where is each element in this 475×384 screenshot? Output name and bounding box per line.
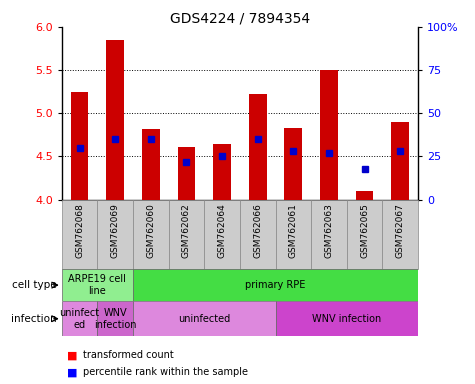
- Bar: [71, 92, 88, 200]
- Text: transformed count: transformed count: [83, 350, 174, 360]
- Bar: [276, 301, 418, 336]
- Bar: [142, 129, 160, 200]
- Text: ■: ■: [66, 367, 77, 377]
- Text: GSM762063: GSM762063: [324, 203, 333, 258]
- Bar: [97, 301, 133, 336]
- Bar: [320, 70, 338, 200]
- Text: ARPE19 cell
line: ARPE19 cell line: [68, 274, 126, 296]
- Bar: [204, 200, 240, 269]
- Text: GSM762067: GSM762067: [396, 203, 405, 258]
- Text: GSM762060: GSM762060: [146, 203, 155, 258]
- Bar: [276, 200, 311, 269]
- Text: cell type: cell type: [12, 280, 57, 290]
- Text: uninfected: uninfected: [178, 314, 230, 324]
- Bar: [391, 122, 409, 200]
- Text: GSM762061: GSM762061: [289, 203, 298, 258]
- Bar: [133, 200, 169, 269]
- Title: GDS4224 / 7894354: GDS4224 / 7894354: [170, 12, 310, 26]
- Bar: [285, 128, 302, 200]
- Text: uninfect
ed: uninfect ed: [59, 308, 100, 329]
- Text: GSM762068: GSM762068: [75, 203, 84, 258]
- Text: primary RPE: primary RPE: [245, 280, 306, 290]
- Bar: [347, 200, 382, 269]
- Bar: [382, 200, 418, 269]
- Text: GSM762062: GSM762062: [182, 203, 191, 258]
- Bar: [133, 269, 418, 301]
- Text: infection: infection: [11, 314, 57, 324]
- Text: WNV infection: WNV infection: [312, 314, 381, 324]
- Bar: [62, 269, 133, 301]
- Bar: [213, 144, 231, 200]
- Bar: [97, 200, 133, 269]
- Text: WNV
infection: WNV infection: [94, 308, 136, 329]
- Bar: [356, 191, 373, 200]
- Text: GSM762069: GSM762069: [111, 203, 120, 258]
- Bar: [133, 301, 276, 336]
- Text: GSM762064: GSM762064: [218, 203, 227, 258]
- Text: ■: ■: [66, 350, 77, 360]
- Bar: [249, 94, 266, 200]
- Bar: [311, 200, 347, 269]
- Text: GSM762065: GSM762065: [360, 203, 369, 258]
- Bar: [169, 200, 204, 269]
- Bar: [62, 200, 97, 269]
- Bar: [106, 40, 124, 200]
- Bar: [178, 147, 195, 200]
- Bar: [240, 200, 276, 269]
- Text: percentile rank within the sample: percentile rank within the sample: [83, 367, 248, 377]
- Bar: [62, 301, 97, 336]
- Text: GSM762066: GSM762066: [253, 203, 262, 258]
